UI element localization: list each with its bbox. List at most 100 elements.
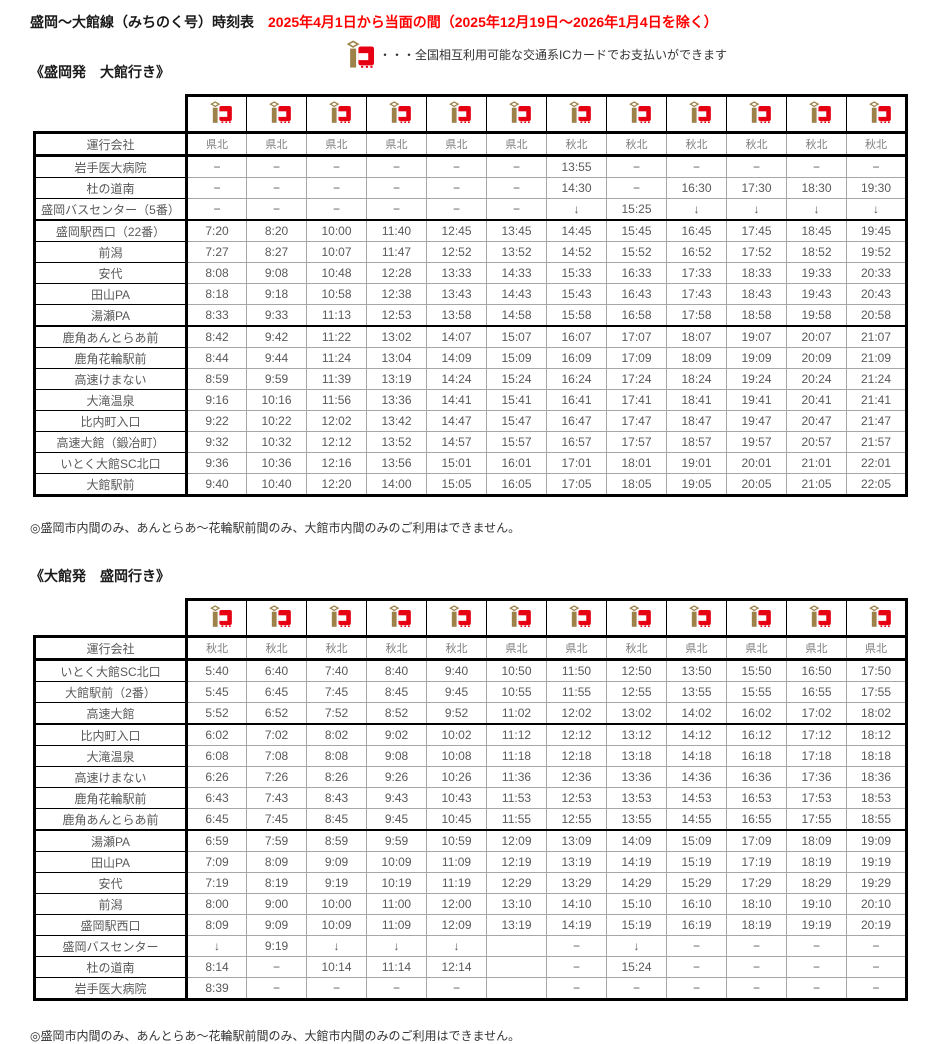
- time-cell: 13:52: [486, 241, 547, 263]
- time-cell: 15:57: [486, 431, 547, 453]
- station-cell: 盛岡駅西口（22番）: [33, 219, 188, 242]
- timetable-row: 盛岡駅西口（22番） 7:20 8:20 10:00 11:40 12:45 13:45 14…: [33, 219, 908, 242]
- time-cell: 9:08: [246, 262, 307, 284]
- time-cell: −: [666, 977, 727, 1001]
- time-cell: 11:36: [486, 766, 547, 788]
- time-cell: 19:19: [846, 851, 908, 873]
- station-cell: 比内町入口: [33, 723, 188, 746]
- time-cell: 8:00: [186, 893, 247, 915]
- ic-legend-text: ・・・全国相互利用可能な交通系ICカードでお支払いができます: [379, 47, 728, 62]
- time-cell: 6:45: [186, 808, 247, 831]
- time-cell: 17:36: [786, 766, 847, 788]
- time-cell: 17:01: [546, 452, 607, 474]
- time-cell: 10:59: [426, 829, 487, 852]
- time-cell: 22:05: [846, 473, 908, 497]
- time-cell: 19:57: [726, 431, 787, 453]
- ic-card-icon: [629, 100, 651, 123]
- time-cell: 10:09: [366, 851, 427, 873]
- timetable-row: 大館駅前（2番） 5:45 6:45 7:45 8:45 9:45 10:55 11:55 12…: [33, 681, 908, 703]
- timetable-row: いとく大館SC北口 5:40 6:40 7:40 8:40 9:40 10:50 11:50 1…: [33, 659, 908, 682]
- time-cell: 10:16: [246, 389, 307, 411]
- operator-cell: 秋北: [246, 636, 307, 661]
- time-cell: 9:02: [366, 723, 427, 746]
- time-cell: 13:52: [366, 431, 427, 453]
- time-cell: 20:47: [786, 410, 847, 432]
- time-cell: 21:47: [846, 410, 908, 432]
- time-cell: 18:01: [606, 452, 667, 474]
- operator-cell: 県北: [726, 636, 787, 661]
- time-cell: 18:55: [846, 808, 908, 831]
- time-cell: 14:19: [606, 851, 667, 873]
- station-cell: 高速けまない: [33, 368, 188, 390]
- time-cell: 5:40: [186, 659, 247, 682]
- time-cell: 19:43: [786, 283, 847, 305]
- ic-card-icon-cell: [426, 94, 487, 134]
- operator-cell: 秋北: [846, 132, 908, 157]
- timetable-row: 高速けまない 8:59 9:59 11:39 13:19 14:24 15:24 16:24 1…: [33, 368, 908, 390]
- operator-cell: 秋北: [186, 636, 247, 661]
- time-cell: −: [366, 198, 427, 221]
- time-cell: 15:10: [606, 893, 667, 915]
- station-cell: 湯瀬PA: [33, 304, 188, 327]
- time-cell: −: [246, 177, 307, 199]
- time-cell: 19:07: [726, 325, 787, 348]
- ic-card-icon-cell: [246, 94, 307, 134]
- time-cell: ↓: [666, 198, 727, 221]
- time-cell: 9:09: [306, 851, 367, 873]
- time-cell: 15:25: [606, 198, 667, 221]
- ic-card-icon: [346, 40, 374, 68]
- time-cell: 9:43: [366, 787, 427, 809]
- time-cell: 8:08: [306, 745, 367, 767]
- time-cell: 7:27: [186, 241, 247, 263]
- time-cell: 16:36: [726, 766, 787, 788]
- time-cell: ↓: [186, 935, 247, 957]
- time-cell: 20:41: [786, 389, 847, 411]
- ic-card-icon-cell: [606, 598, 667, 638]
- ic-card-icon: [269, 604, 291, 627]
- time-cell: 12:28: [366, 262, 427, 284]
- time-cell: 18:53: [846, 787, 908, 809]
- timetable-row: 岩手医大病院 − − − − − −13:55− − − − −: [33, 155, 908, 178]
- time-cell: 14:52: [546, 241, 607, 263]
- time-cell: 13:19: [366, 368, 427, 390]
- time-cell: 11:14: [366, 956, 427, 978]
- time-cell: 13:02: [366, 325, 427, 348]
- time-cell: 7:40: [306, 659, 367, 682]
- station-cell: 田山PA: [33, 283, 188, 305]
- time-cell: 9:18: [246, 283, 307, 305]
- time-cell: −: [186, 198, 247, 221]
- time-cell: 15:52: [606, 241, 667, 263]
- operator-cell: 県北: [366, 132, 427, 157]
- station-cell: 盛岡バスセンター（5番）: [33, 198, 188, 221]
- time-cell: 16:43: [606, 283, 667, 305]
- time-cell: 17:55: [846, 681, 908, 703]
- time-cell: 16:01: [486, 452, 547, 474]
- time-cell: 12:53: [546, 787, 607, 809]
- time-cell: 19:45: [846, 219, 908, 242]
- time-cell: −: [606, 155, 667, 178]
- time-cell: 20:24: [786, 368, 847, 390]
- time-cell: 12:16: [306, 452, 367, 474]
- time-cell: 7:52: [306, 702, 367, 725]
- time-cell: 17:09: [606, 347, 667, 369]
- time-cell: −: [666, 935, 727, 957]
- time-cell: 19:41: [726, 389, 787, 411]
- time-cell: −: [246, 977, 307, 1001]
- timetable-row: いとく大館SC北口 9:36 10:36 12:16 13:56 15:01 16:01 17…: [33, 452, 908, 474]
- time-cell: 17:47: [606, 410, 667, 432]
- time-cell: 12:45: [426, 219, 487, 242]
- time-cell: 17:05: [546, 473, 607, 497]
- ic-card-icon: [269, 100, 291, 123]
- ic-header-row: [34, 598, 908, 638]
- time-cell: 14:53: [666, 787, 727, 809]
- time-cell: 17:30: [726, 177, 787, 199]
- operator-row: 運行会社 県北 県北 県北 県北 県北 県北 秋北 秋北 秋北 秋北 秋北 秋北: [33, 131, 908, 157]
- time-cell: 11:24: [306, 347, 367, 369]
- time-cell: 10:00: [306, 893, 367, 915]
- time-cell: 12:18: [546, 745, 607, 767]
- time-cell: 9:52: [426, 702, 487, 725]
- time-cell: 13:55: [606, 808, 667, 831]
- outbound-timetable: 運行会社 県北 県北 県北 県北 県北 県北 秋北 秋北 秋北 秋北 秋北 秋北 岩手医大病院 − − − − − −…: [33, 94, 908, 497]
- timetable-row: 大館駅前 9:40 10:40 12:20 14:00 15:05 16:05 17:05 18…: [33, 473, 908, 497]
